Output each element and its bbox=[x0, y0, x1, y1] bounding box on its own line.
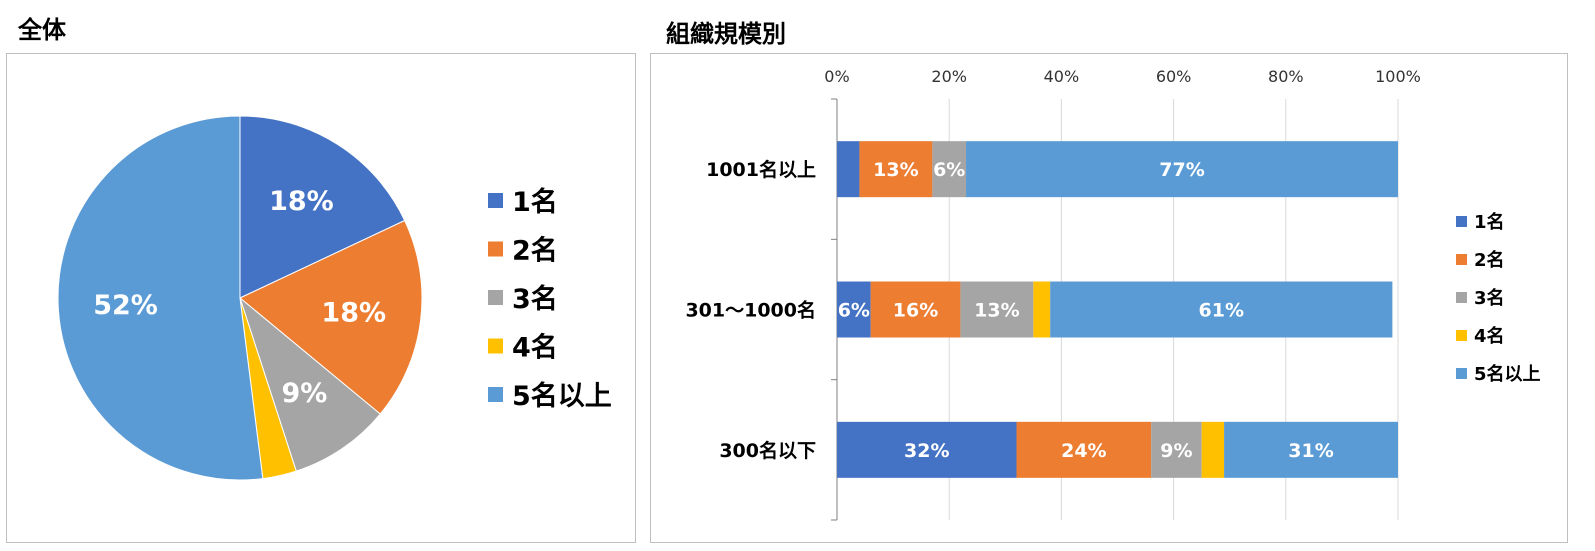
legend-swatch bbox=[488, 241, 503, 257]
legend-swatch bbox=[1456, 216, 1467, 227]
bar-data-label: 31% bbox=[1288, 440, 1333, 462]
bar-data-label: 9% bbox=[1160, 440, 1192, 462]
pie-data-label: 18% bbox=[321, 297, 386, 328]
category-label: 1001名以上 bbox=[706, 158, 816, 181]
legend-swatch bbox=[1456, 254, 1467, 265]
pie-slice-5 bbox=[57, 115, 264, 481]
x-tick-label: 40% bbox=[1044, 67, 1080, 86]
legend-swatch bbox=[488, 193, 503, 208]
bar-segment bbox=[1033, 281, 1051, 338]
legend-label: 4名 bbox=[512, 332, 558, 364]
pie-data-label: 52% bbox=[93, 290, 158, 321]
bar-segment bbox=[1224, 421, 1398, 478]
legend-label: 3名 bbox=[512, 283, 558, 315]
bar-chart-title: 組織規模別 bbox=[666, 20, 786, 48]
legend-label: 2名 bbox=[1474, 249, 1505, 271]
legend-swatch bbox=[488, 338, 503, 354]
bar-segment bbox=[859, 141, 933, 198]
x-tick-label: 0% bbox=[824, 67, 849, 86]
bar-data-label: 6% bbox=[838, 300, 870, 322]
x-tick-label: 20% bbox=[931, 67, 967, 86]
bar-data-label: 6% bbox=[933, 159, 965, 181]
stacked-bar-chart: 0% 20% 40% 60% 80% 100% 1001名以上 13% 6% 77% 301～100… bbox=[685, 67, 1541, 521]
pie-slice-2 bbox=[239, 219, 423, 415]
pie-chart-panel: 18% 18% 9% 52% 1名 2名 3名 4名 5名以上 bbox=[6, 53, 636, 543]
pie-data-label: 9% bbox=[282, 378, 328, 409]
legend-swatch bbox=[1456, 292, 1467, 303]
bar-data-label: 61% bbox=[1199, 300, 1244, 322]
legend-swatch bbox=[1456, 330, 1467, 341]
bar-segment bbox=[960, 281, 1034, 338]
bar-segment bbox=[837, 141, 860, 198]
legend-label: 1名 bbox=[1474, 211, 1505, 233]
bar-data-label: 77% bbox=[1159, 159, 1204, 181]
bar-segment bbox=[966, 141, 1398, 198]
pie-slice-1 bbox=[239, 115, 406, 299]
legend-swatch bbox=[1456, 368, 1467, 379]
pie-data-label: 18% bbox=[269, 186, 334, 217]
bar-segment bbox=[870, 281, 961, 338]
bar-segment bbox=[1151, 421, 1202, 478]
bar-segment bbox=[837, 281, 871, 338]
x-tick-label: 100% bbox=[1375, 67, 1421, 86]
legend-label: 5名以上 bbox=[1474, 363, 1541, 385]
legend-label: 5名以上 bbox=[512, 380, 612, 412]
legend-label: 1名 bbox=[512, 186, 558, 218]
bar-data-label: 16% bbox=[893, 300, 938, 322]
legend-swatch bbox=[488, 387, 503, 402]
legend-label: 3名 bbox=[1474, 287, 1505, 309]
bar-data-label: 32% bbox=[904, 440, 949, 462]
bar-chart-panel: 0% 20% 40% 60% 80% 100% 1001名以上 13% 6% 77% 301～100… bbox=[650, 53, 1568, 543]
pie-slice-3 bbox=[238, 296, 381, 472]
bar-data-label: 24% bbox=[1061, 440, 1106, 462]
pie-chart: 18% 18% 9% 52% 1名 2名 3名 4名 5名以上 bbox=[57, 115, 612, 481]
x-tick-label: 60% bbox=[1156, 67, 1192, 86]
bar-segment bbox=[1016, 421, 1152, 478]
legend-swatch bbox=[488, 290, 503, 305]
category-label: 300名以下 bbox=[719, 439, 816, 462]
bar-segment bbox=[932, 141, 967, 198]
category-label: 301～1000名 bbox=[685, 299, 816, 322]
pie-chart-title: 全体 bbox=[18, 16, 66, 44]
legend-label: 4名 bbox=[1474, 325, 1505, 347]
bar-segment bbox=[1201, 421, 1225, 478]
bar-segment bbox=[837, 421, 1017, 478]
bar-data-label: 13% bbox=[974, 300, 1019, 322]
x-tick-label: 80% bbox=[1268, 67, 1304, 86]
legend-label: 2名 bbox=[512, 235, 558, 267]
bar-segment bbox=[1050, 281, 1393, 338]
bar-data-label: 13% bbox=[873, 159, 918, 181]
